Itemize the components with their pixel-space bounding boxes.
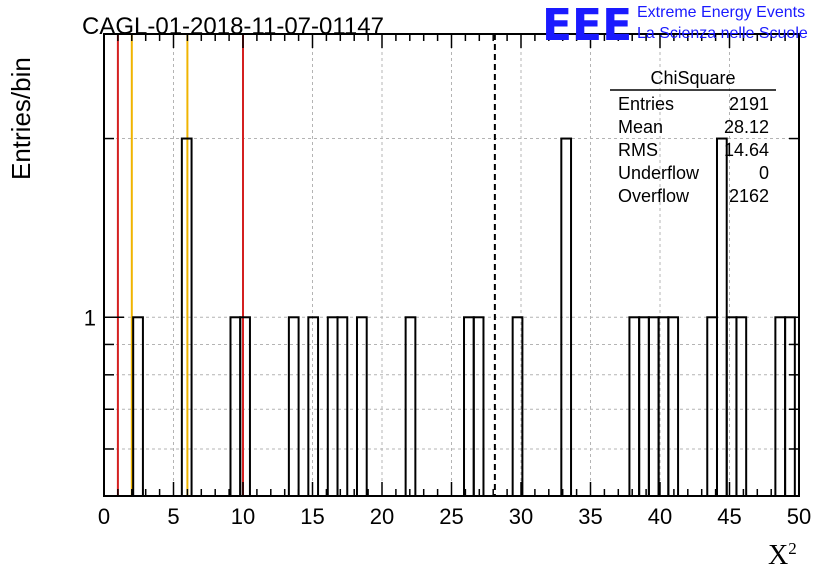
eee-logo-mark: EEE [542,0,632,51]
reference-lines [116,34,496,496]
x-tick-label: 30 [509,504,533,529]
histogram-bars [132,137,796,498]
y-axis-label: Entries/bin [6,57,36,180]
stats-box-rows: Entries 2191 Mean 28.12 RMS 14.64 Underflow 0 Ov… [618,94,769,206]
x-tick-label: 20 [370,504,394,529]
y-tick-label: 1 [84,305,96,330]
stats-label: Underflow [618,163,700,183]
grid-lines [104,34,799,496]
logo-line-2: La Scienza nelle Scuole [637,25,808,42]
x-tick-label: 45 [717,504,741,529]
logo-line-1: Extreme Energy Events [637,4,805,21]
chart-title: CAGL-01-2018-11-07-01147 [82,13,384,40]
x-tick-label: 50 [787,504,811,529]
stats-value: 14.64 [724,140,769,160]
x-tick-label: 0 [98,504,110,529]
stats-label: RMS [618,140,658,160]
stats-label: Mean [618,117,663,137]
x-axis-label: X2 [768,539,797,571]
stats-label: Entries [618,94,674,114]
x-tick-label: 40 [648,504,672,529]
x-tick-label: 15 [300,504,324,529]
stats-value: 28.12 [724,117,769,137]
x-axis-label-main: X [768,540,788,571]
stats-value: 2191 [729,94,769,114]
axes: 0 5 10 15 20 25 30 35 40 45 50 1 [84,33,811,529]
stats-box-title: ChiSquare [650,68,735,88]
stats-label: Overflow [618,186,690,206]
x-tick-label: 25 [439,504,463,529]
stats-value: 2162 [729,186,769,206]
stats-value: 0 [759,163,769,183]
x-axis-label-superscript: 2 [788,539,797,558]
stats-box: ChiSquare Entries 2191 Mean 28.12 RMS 14.64 Un… [610,68,776,206]
x-tick-label: 10 [231,504,255,529]
x-tick-label: 35 [578,504,602,529]
x-tick-label: 5 [167,504,179,529]
